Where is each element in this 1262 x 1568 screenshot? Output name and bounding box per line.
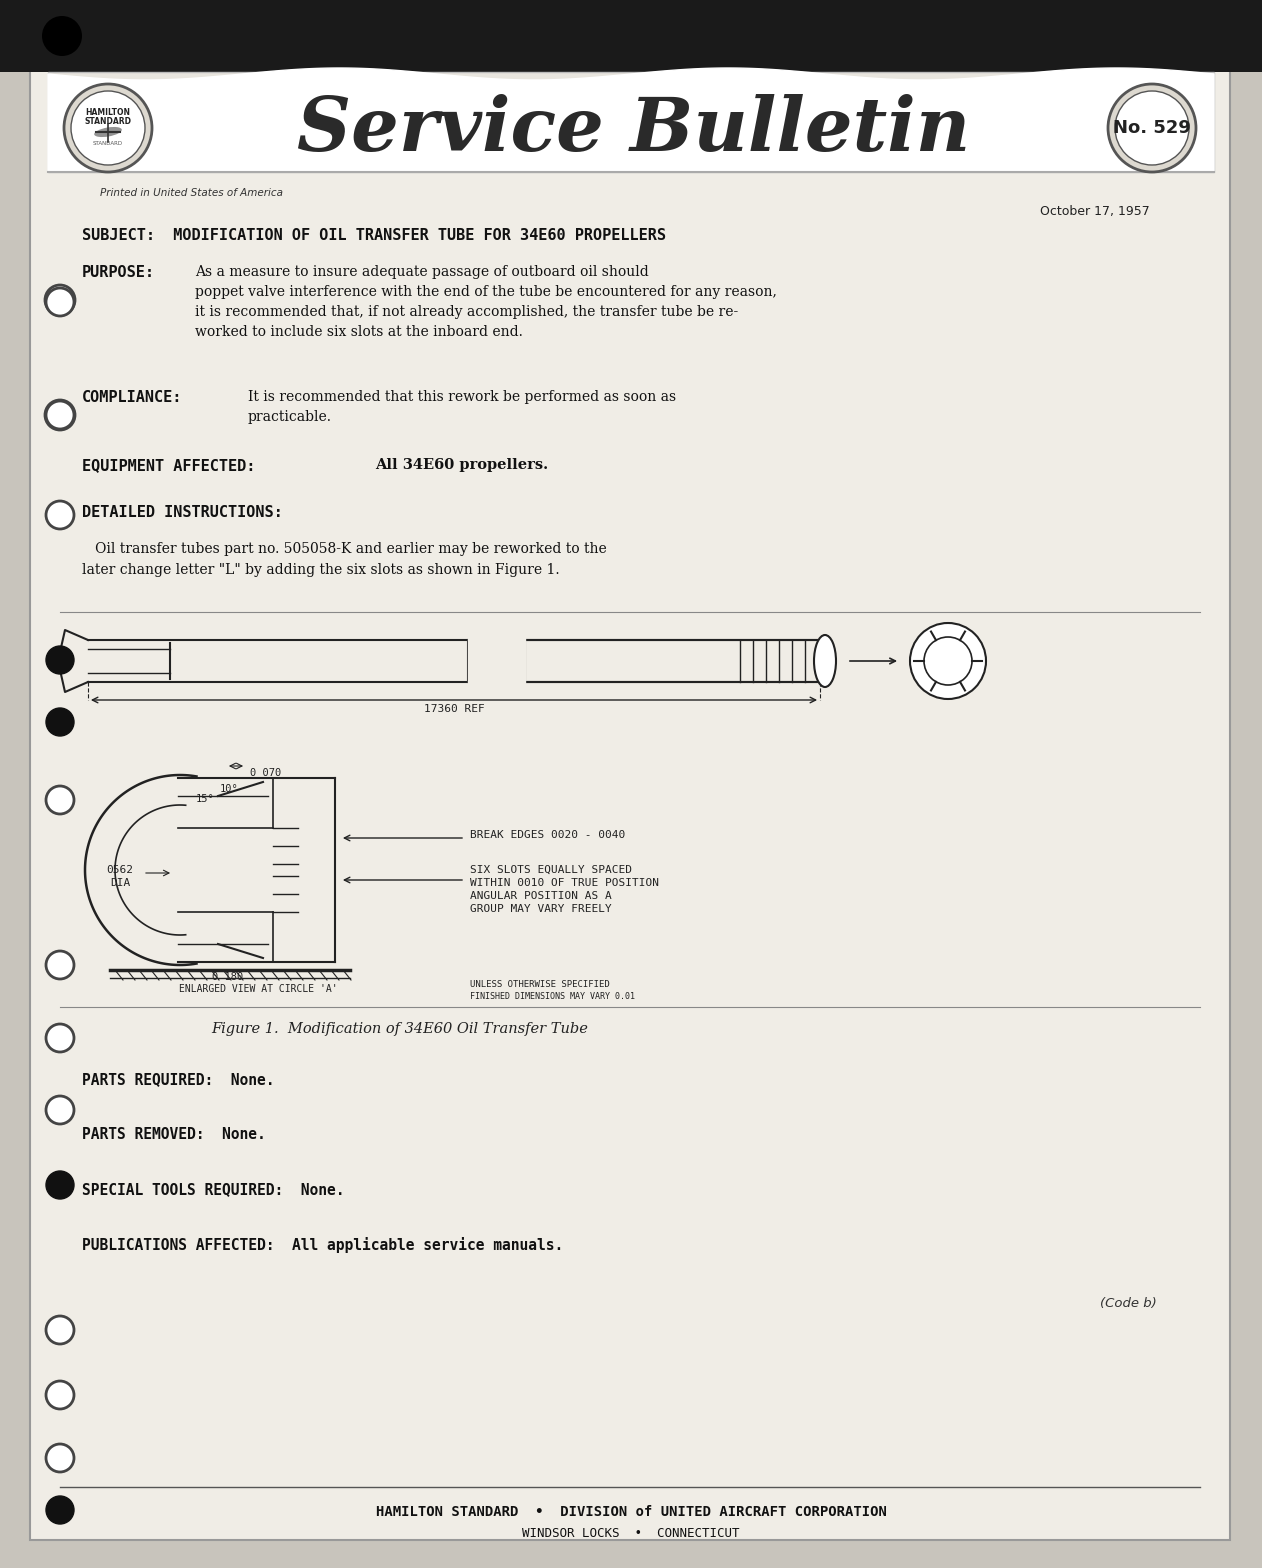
Text: 15°: 15° [196,793,215,804]
Text: PARTS REQUIRED:  None.: PARTS REQUIRED: None. [82,1073,275,1087]
Circle shape [45,1024,74,1052]
Text: BREAK EDGES 0020 - 0040: BREAK EDGES 0020 - 0040 [469,829,625,840]
Text: PARTS REMOVED:  None.: PARTS REMOVED: None. [82,1127,266,1142]
Text: ANGULAR POSITION AS A: ANGULAR POSITION AS A [469,891,612,902]
Circle shape [45,646,74,674]
Text: 10°: 10° [220,784,239,793]
Text: October 17, 1957: October 17, 1957 [1040,205,1150,218]
Circle shape [45,1171,74,1200]
Ellipse shape [814,635,835,687]
Text: Printed in United States of America: Printed in United States of America [100,188,283,198]
Circle shape [1108,85,1196,172]
Text: WITHIN 0010 OF TRUE POSITION: WITHIN 0010 OF TRUE POSITION [469,878,659,887]
Text: HAMILTON: HAMILTON [86,108,130,116]
Circle shape [45,400,74,430]
Text: PUBLICATIONS AFFECTED:  All applicable service manuals.: PUBLICATIONS AFFECTED: All applicable se… [82,1237,563,1253]
Bar [48,72,1214,172]
Text: 0 070: 0 070 [250,768,281,778]
Circle shape [924,637,972,685]
Circle shape [45,1096,74,1124]
Text: DIA: DIA [110,878,130,887]
Circle shape [45,952,74,978]
Text: PURPOSE:: PURPOSE: [82,265,155,281]
Circle shape [45,709,74,735]
Text: Oil transfer tubes part no. 505058-K and earlier may be reworked to the
later ch: Oil transfer tubes part no. 505058-K and… [82,543,607,577]
Circle shape [45,1496,74,1524]
Circle shape [45,1444,74,1472]
Text: COMPLIANCE:: COMPLIANCE: [82,390,183,405]
Text: 17360 REF: 17360 REF [424,704,485,713]
Text: ENLARGED VIEW AT CIRCLE 'A': ENLARGED VIEW AT CIRCLE 'A' [179,985,337,994]
Circle shape [1116,91,1189,165]
Circle shape [42,16,82,56]
Text: As a measure to insure adequate passage of outboard oil should
poppet valve inte: As a measure to insure adequate passage … [196,265,777,339]
Polygon shape [468,629,525,695]
Circle shape [45,786,74,814]
Ellipse shape [95,127,122,136]
Text: STANDARD: STANDARD [85,116,131,125]
Text: WINDSOR LOCKS  •  CONNECTICUT: WINDSOR LOCKS • CONNECTICUT [522,1527,740,1540]
Text: 0562: 0562 [106,866,134,875]
Text: EQUIPMENT AFFECTED:: EQUIPMENT AFFECTED: [82,458,255,474]
Text: All 34E60 propellers.: All 34E60 propellers. [375,458,548,472]
Text: UNLESS OTHERWISE SPECIFIED: UNLESS OTHERWISE SPECIFIED [469,980,610,989]
Text: (Code b): (Code b) [1100,1297,1157,1309]
Text: No. 529: No. 529 [1113,119,1191,136]
Circle shape [910,622,986,699]
Text: SPECIAL TOOLS REQUIRED:  None.: SPECIAL TOOLS REQUIRED: None. [82,1182,345,1196]
Text: GROUP MAY VARY FREELY: GROUP MAY VARY FREELY [469,905,612,914]
Text: SIX SLOTS EQUALLY SPACED: SIX SLOTS EQUALLY SPACED [469,866,632,875]
Circle shape [71,91,145,165]
Circle shape [45,285,74,315]
Text: DETAILED INSTRUCTIONS:: DETAILED INSTRUCTIONS: [82,505,283,521]
Text: FINISHED DIMENSIONS MAY VARY 0.01: FINISHED DIMENSIONS MAY VARY 0.01 [469,993,635,1000]
Bar [0,0,1262,72]
Text: 0 180: 0 180 [212,972,244,982]
Circle shape [64,85,151,172]
Text: HAMILTON STANDARD  •  DIVISION of UNITED AIRCRAFT CORPORATION: HAMILTON STANDARD • DIVISION of UNITED A… [376,1505,886,1519]
Text: Service Bulletin: Service Bulletin [298,94,970,166]
Circle shape [45,289,74,317]
Text: Figure 1.  Modification of 34E60 Oil Transfer Tube: Figure 1. Modification of 34E60 Oil Tran… [212,1022,588,1036]
Text: It is recommended that this rework be performed as soon as
practicable.: It is recommended that this rework be pe… [249,390,676,423]
Circle shape [45,1381,74,1410]
Circle shape [45,502,74,528]
Polygon shape [48,67,1214,172]
Circle shape [45,1316,74,1344]
Text: SUBJECT:  MODIFICATION OF OIL TRANSFER TUBE FOR 34E60 PROPELLERS: SUBJECT: MODIFICATION OF OIL TRANSFER TU… [82,227,666,243]
Circle shape [45,401,74,430]
Text: STANDARD: STANDARD [93,141,124,146]
